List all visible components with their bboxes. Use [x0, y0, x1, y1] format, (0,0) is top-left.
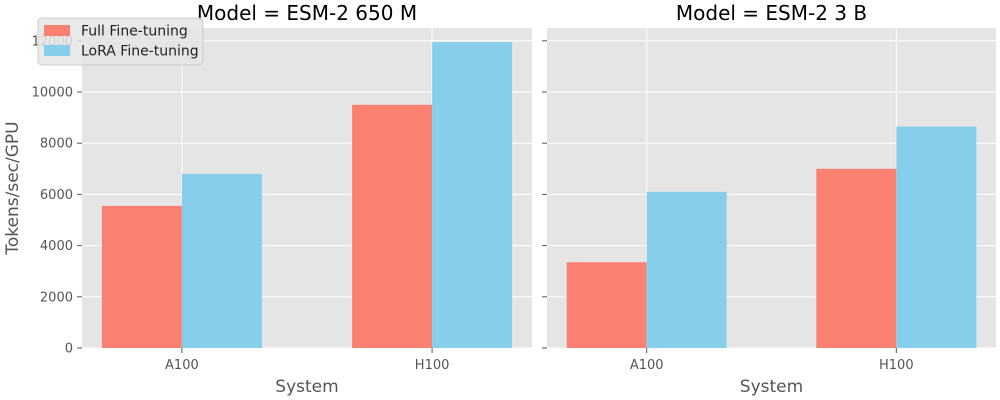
x-tick-label: H100	[879, 358, 914, 373]
x-axis-label: System	[740, 377, 803, 397]
bar-full-a100	[566, 262, 647, 348]
y-tick-label: 10000	[32, 86, 73, 101]
panel-esm2-650m: 020004000600080001000012000A100H100Syste…	[32, 1, 532, 397]
y-tick-label: 8000	[40, 137, 73, 152]
bar-full-a100	[101, 205, 182, 348]
bar-lora-a100	[181, 173, 262, 348]
y-tick-label: 2000	[40, 290, 73, 305]
bar-lora-a100	[646, 191, 727, 348]
legend: Full Fine-tuning LoRA Fine-tuning	[37, 17, 204, 66]
x-tick-label: A100	[630, 358, 664, 373]
legend-swatch	[44, 45, 70, 56]
panel-title: Model = ESM-2 3 B	[676, 1, 867, 25]
bar-full-h100	[816, 168, 897, 348]
x-tick-label: A100	[165, 358, 199, 373]
y-axis-label: Tokens/sec/GPU	[3, 121, 23, 255]
bar-full-h100	[352, 104, 433, 348]
bar-lora-h100	[432, 42, 513, 348]
legend-box	[37, 17, 204, 66]
x-axis-label: System	[275, 377, 338, 397]
bar-lora-h100	[896, 126, 977, 348]
y-tick-label: 4000	[40, 239, 73, 254]
legend-label: LoRA Fine-tuning	[81, 44, 199, 60]
x-tick-label: H100	[415, 358, 450, 373]
y-tick-label: 6000	[40, 188, 73, 203]
panel-title: Model = ESM-2 650 M	[197, 1, 417, 25]
y-tick-label: 0	[65, 342, 73, 357]
panel-esm2-3b: A100 H100 System Model = ESM-2 3 B	[542, 1, 996, 397]
legend-label: Full Fine-tuning	[81, 24, 188, 40]
legend-swatch	[44, 25, 70, 36]
